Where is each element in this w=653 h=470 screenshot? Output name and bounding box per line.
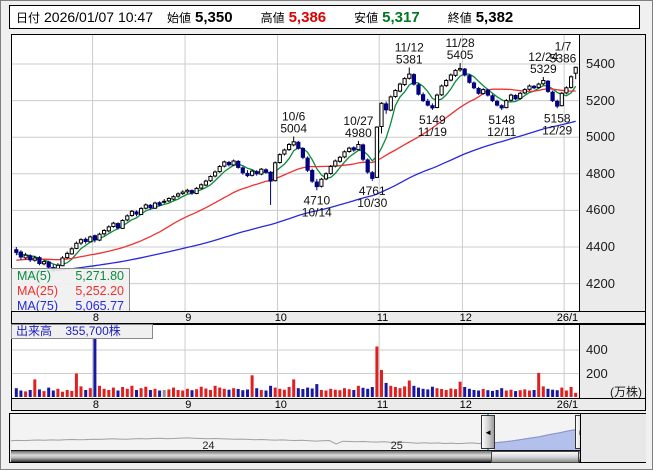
ma75-row: MA(75) 5,065.77	[12, 299, 129, 314]
date-value: 2026/01/07 10:47	[44, 9, 154, 25]
ma25-row: MA(25) 5,252.20	[12, 284, 129, 299]
volume-value: 355,700株	[65, 324, 121, 338]
ma5-row: MA(5) 5,271.80	[12, 269, 129, 284]
volume-header: 出来高 355,700株	[11, 324, 153, 339]
month-tick-label: 10	[274, 399, 287, 411]
price-tick-label: 5200	[586, 92, 615, 108]
month-tick-label: 12	[459, 399, 472, 411]
month-axis-main: 8 9 10 11 12 26/1	[11, 311, 646, 324]
high-label: 高値	[260, 10, 285, 25]
month-tick-label: 26/1	[556, 312, 579, 324]
low-label: 安値	[354, 10, 379, 25]
range-navigator: 24 25 ◄ ►	[9, 413, 646, 463]
volume-unit-label: (万株)	[610, 385, 642, 399]
volume-tick-label: 200	[586, 365, 608, 381]
high-value: 5,386	[288, 8, 327, 26]
volume-axis-panel: 400 200 (万株)	[579, 324, 646, 399]
navigator-right-spacer	[580, 414, 646, 462]
ma5-value: 5,271.80	[75, 269, 124, 283]
month-tick-label: 9	[185, 312, 192, 324]
ma25-value: 5,252.20	[75, 284, 124, 298]
month-tick-label: 12	[459, 312, 472, 324]
year-label-24: 24	[202, 440, 215, 452]
price-tick-label: 4200	[586, 275, 615, 291]
scroll-left-icon: ◄	[484, 427, 493, 437]
close-value: 5,382	[475, 8, 514, 26]
month-tick-label: 11	[376, 399, 389, 411]
year-label-25: 25	[390, 440, 403, 452]
ma75-label: MA(75)	[17, 299, 58, 313]
scrollbar-thumb[interactable]	[491, 451, 579, 463]
price-tick-label: 5000	[586, 129, 615, 145]
month-tick-label: 8	[92, 399, 99, 411]
month-tick-label: 11	[376, 312, 389, 324]
range-start-handle[interactable]: ◄	[481, 415, 496, 449]
open-label: 始値	[167, 10, 192, 25]
price-tick-label: 4600	[586, 202, 615, 218]
price-tick-label: 4400	[586, 239, 615, 254]
volume-tick-label: 400	[586, 342, 608, 357]
price-tick-label: 4800	[586, 165, 615, 181]
ma75-value: 5,065.77	[75, 299, 124, 313]
ma25-label: MA(25)	[17, 284, 58, 298]
volume-label: 出来高	[16, 324, 53, 338]
scrollbar-track[interactable]	[11, 450, 580, 463]
month-tick-label: 10	[274, 312, 287, 324]
month-axis-volume: 8 9 10 11 12 26/1	[11, 398, 646, 411]
price-chart-panel[interactable]: 10/6 5004 4710 10/14 10/27 4980 4761 10/30 11/12…	[11, 34, 580, 312]
low-value: 5,317	[382, 8, 420, 26]
candlestick-chart[interactable]: 10/6 5004 4710 10/14 10/27 4980 4761 10/30 11/12…	[12, 35, 579, 311]
month-tick-label: 8	[92, 312, 99, 324]
volume-chart[interactable]	[12, 325, 579, 398]
ma5-label: MA(5)	[17, 269, 52, 283]
close-label: 終値	[447, 10, 472, 25]
date-label: 日付	[16, 10, 41, 25]
month-tick-label: 9	[185, 399, 192, 411]
quote-info-bar: 日付 2026/01/07 10:47 始値 5,350 高値 5,386 安値…	[9, 5, 640, 29]
price-axis-panel: 5400 5200 5000 4800 4600 4400 4200	[579, 34, 646, 312]
moving-average-legend: MA(5) 5,271.80 MA(25) 5,252.20 MA(75) 5,…	[11, 268, 130, 313]
candles-group	[14, 63, 578, 273]
open-value: 5,350	[195, 8, 233, 26]
price-tick-label: 5400	[586, 56, 615, 71]
month-tick-label: 26/1	[556, 399, 579, 411]
